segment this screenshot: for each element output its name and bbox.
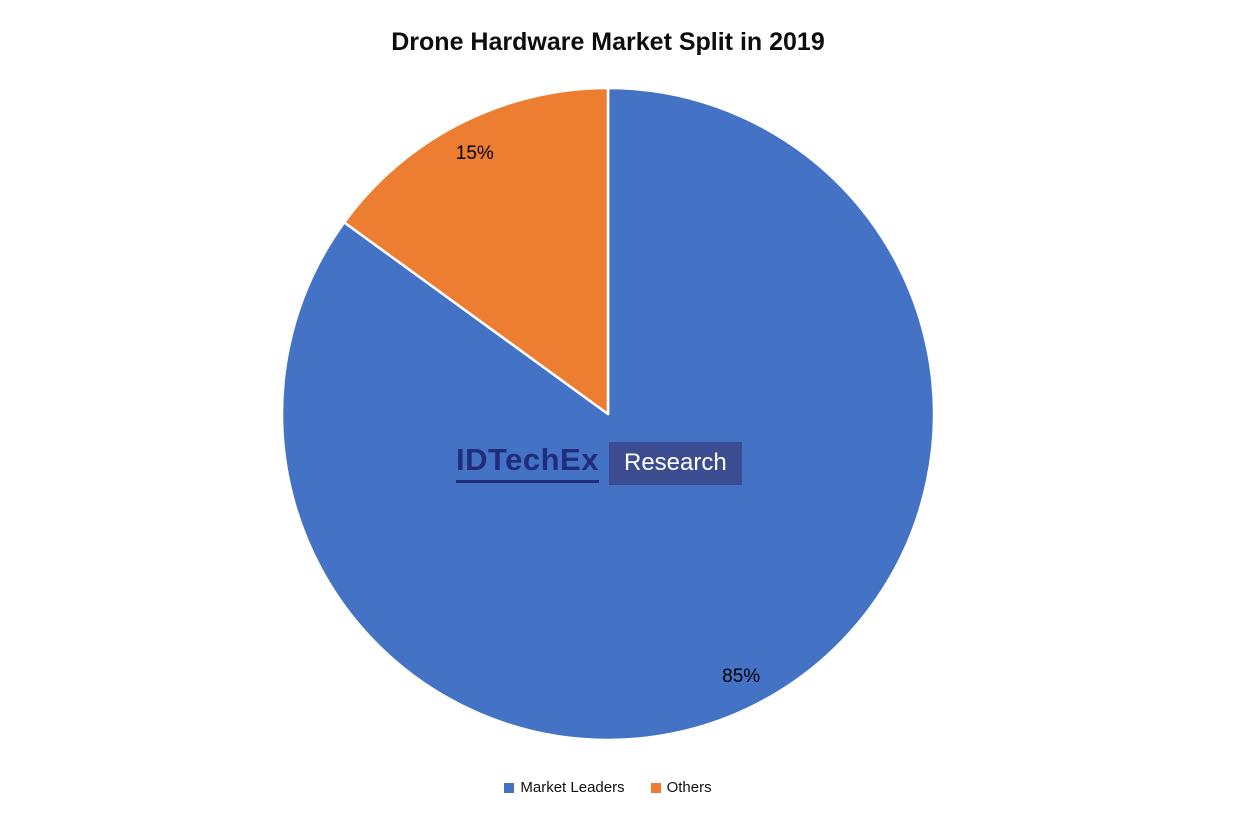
legend-marker: [504, 782, 515, 793]
watermark-brand: IDTechEx: [456, 444, 599, 483]
watermark-research-box: Research: [608, 442, 742, 485]
watermark: IDTechEx Research: [456, 442, 742, 485]
legend-item: Others: [650, 779, 712, 796]
chart-title: Drone Hardware Market Split in 2019: [391, 28, 825, 56]
watermark-suffix-label: Research: [623, 449, 727, 476]
legend-item: Market Leaders: [504, 779, 625, 796]
pie-slice-others: [343, 86, 610, 416]
pie-data-label: 85%: [722, 666, 760, 687]
legend-label: Market Leaders: [520, 779, 625, 796]
legend: Market Leaders Others: [0, 779, 1216, 796]
legend-marker: [650, 782, 661, 793]
legend-label: Others: [666, 779, 712, 796]
pie-data-label: 15%: [456, 143, 494, 164]
